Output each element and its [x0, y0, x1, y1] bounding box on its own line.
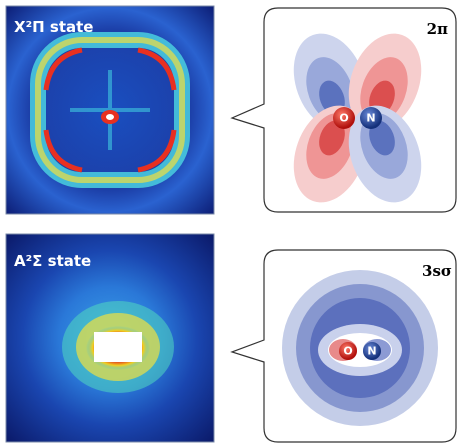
orbital-box-bottom: O N 3sσ — [232, 250, 456, 442]
state-label: X²Π state — [14, 18, 93, 36]
orbital-label: 3sσ — [422, 262, 452, 280]
image-bottom: A²Σ state — [6, 234, 214, 442]
page: X²Π state A²Σ state O N 2π — [0, 0, 462, 448]
orbital-label: 2π — [427, 20, 448, 38]
state-label: A²Σ state — [14, 252, 91, 270]
figure: X²Π state A²Σ state O N 2π — [0, 0, 462, 448]
atom-label: O — [343, 345, 352, 358]
image-top: X²Π state — [6, 6, 214, 214]
atom-label: N — [366, 112, 375, 125]
atom-label: O — [339, 112, 348, 125]
atom-label: N — [367, 345, 376, 358]
orbital-box-top: O N 2π — [232, 8, 456, 213]
